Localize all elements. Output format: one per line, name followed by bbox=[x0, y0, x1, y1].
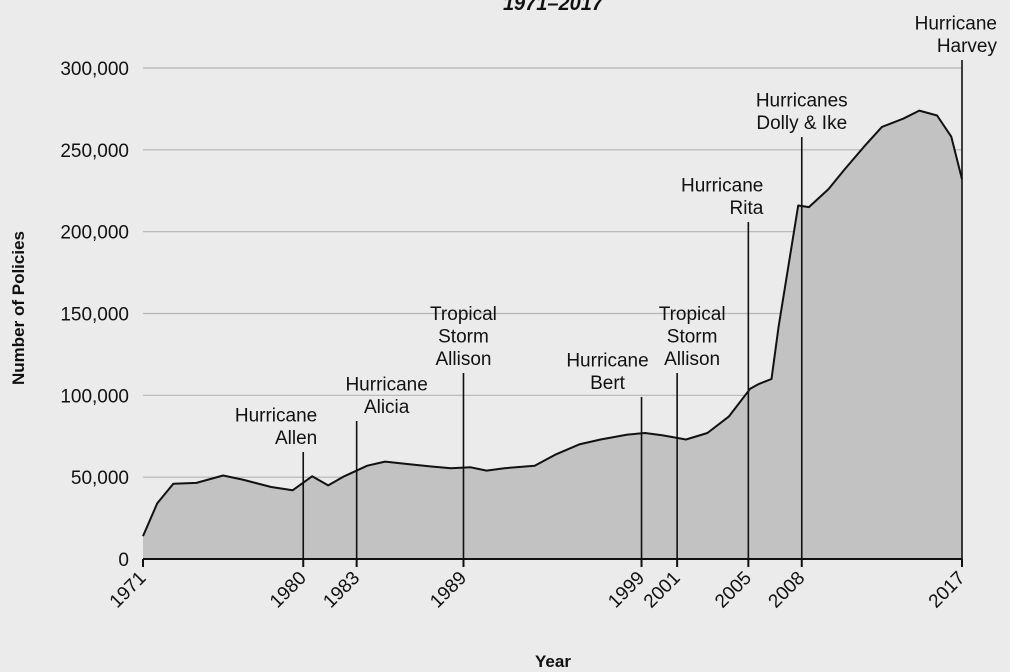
annotation-label: Tropical bbox=[659, 304, 726, 325]
y-tick-label: 50,000 bbox=[71, 468, 129, 489]
annotation-label: Storm bbox=[438, 327, 489, 348]
x-tick-label: 1989 bbox=[426, 568, 471, 613]
y-tick-label: 150,000 bbox=[60, 305, 129, 326]
annotation-label: Hurricane bbox=[915, 14, 997, 35]
annotation-label: Hurricane bbox=[566, 351, 648, 372]
annotation-label: Hurricane bbox=[345, 375, 427, 396]
annotation-label: Hurricane bbox=[235, 406, 317, 427]
annotation-label: Bert bbox=[590, 373, 626, 394]
x-tick-label: 1971 bbox=[106, 568, 151, 613]
annotation-label: Allison bbox=[664, 349, 720, 370]
x-axis-label: Year bbox=[535, 652, 571, 671]
annotation-label: Hurricanes bbox=[756, 91, 848, 112]
y-axis-label: Number of Policies bbox=[9, 231, 28, 385]
annotation-label: Alicia bbox=[364, 397, 410, 418]
annotation-label: Tropical bbox=[430, 304, 497, 325]
annotation-label: Hurricane bbox=[681, 176, 763, 197]
series-line bbox=[142, 109, 963, 537]
area-series bbox=[142, 109, 963, 559]
x-tick-label: 2005 bbox=[711, 568, 756, 613]
x-tick-label: 1999 bbox=[604, 568, 649, 613]
annotation-label: Dolly & Ike bbox=[756, 113, 847, 134]
x-tick-label: 1983 bbox=[319, 568, 364, 613]
y-tick-label: 200,000 bbox=[60, 223, 129, 244]
x-tick-label: 2008 bbox=[765, 568, 810, 613]
x-tick-label: 2001 bbox=[640, 568, 685, 613]
y-tick-label: 0 bbox=[118, 550, 129, 571]
annotation-label: Rita bbox=[730, 198, 764, 219]
area-fill bbox=[143, 110, 962, 559]
chart-title: 1971–2017 bbox=[503, 0, 604, 15]
y-tick-label: 100,000 bbox=[60, 386, 129, 407]
annotation-label: Allen bbox=[275, 428, 317, 449]
annotation-label: Allison bbox=[435, 349, 491, 370]
annotation-label: Storm bbox=[667, 327, 718, 348]
y-tick-label: 300,000 bbox=[60, 59, 129, 80]
x-tick-label: 1980 bbox=[266, 568, 311, 613]
annotation-label: Harvey bbox=[937, 36, 998, 57]
y-tick-label: 250,000 bbox=[60, 141, 129, 162]
annotations: HurricaneAllenHurricaneAliciaTropicalSto… bbox=[235, 14, 998, 559]
x-tick-label: 2017 bbox=[925, 568, 970, 613]
